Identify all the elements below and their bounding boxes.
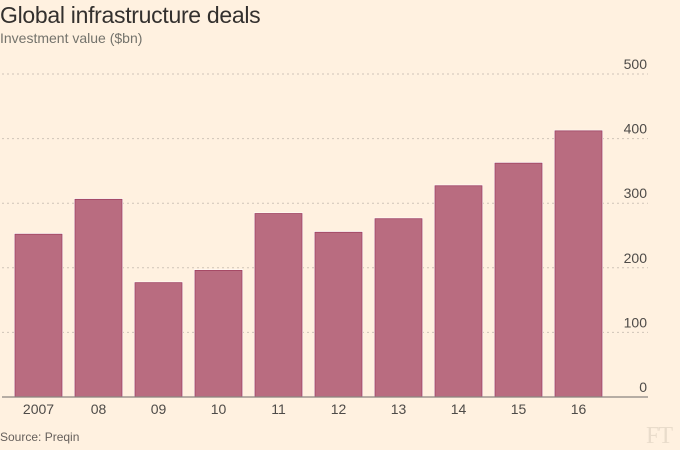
bar-13 <box>374 218 423 398</box>
x-tick-label: 2007 <box>23 401 54 417</box>
x-tick-label: 16 <box>571 401 587 417</box>
bar-09 <box>134 282 183 398</box>
source-note: Source: Preqin <box>0 430 80 444</box>
bar-14 <box>434 185 483 398</box>
y-tick-label: 200 <box>624 250 648 266</box>
x-tick-label: 12 <box>331 401 347 417</box>
chart-subtitle: Investment value ($bn) <box>0 30 143 46</box>
y-tick-label: 0 <box>639 379 647 395</box>
y-tick-label: 400 <box>624 121 648 137</box>
bars <box>14 129 603 398</box>
x-tick-label: 15 <box>511 401 527 417</box>
y-tick-label: 500 <box>624 56 648 72</box>
y-tick-label: 100 <box>624 314 648 330</box>
bar-2007 <box>14 233 63 398</box>
bar-10 <box>194 269 243 398</box>
chart-title: Global infrastructure deals <box>0 2 261 28</box>
x-tick-label: 14 <box>451 401 467 417</box>
ft-logo: FT <box>645 423 673 449</box>
bar-12 <box>314 231 363 398</box>
x-axis-ticks: 2007 08 09 10 11 12 13 14 15 16 <box>23 401 587 417</box>
x-tick-label: 09 <box>151 401 167 417</box>
x-tick-label: 08 <box>91 401 107 417</box>
bar-16 <box>554 130 603 398</box>
y-tick-label: 300 <box>624 185 648 201</box>
x-tick-label: 10 <box>211 401 227 417</box>
bar-15 <box>494 162 543 398</box>
y-axis-ticks: 0 100 200 300 400 500 <box>624 56 648 395</box>
x-tick-label: 13 <box>391 401 407 417</box>
x-tick-label: 11 <box>271 401 286 417</box>
bar-11 <box>254 213 303 398</box>
bar-08 <box>74 198 123 398</box>
